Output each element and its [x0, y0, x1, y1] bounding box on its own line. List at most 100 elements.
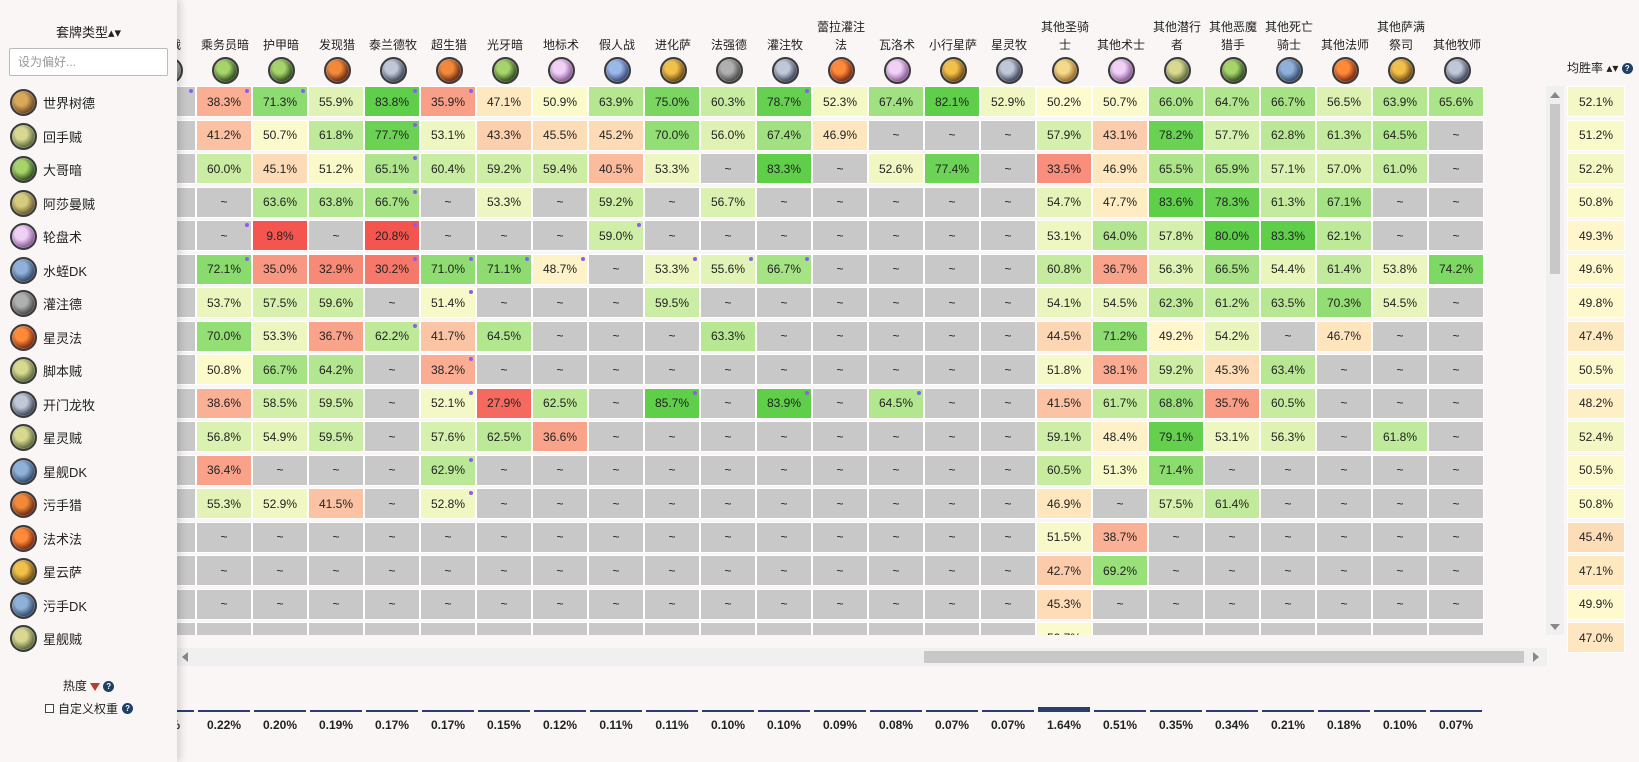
matchup-cell[interactable]: 50.2% [1036, 86, 1092, 117]
matchup-cell[interactable]: 52.8% [420, 488, 476, 519]
matchup-cell[interactable]: ~ [1148, 622, 1204, 635]
matchup-cell[interactable]: 56.0% [700, 119, 756, 151]
matchup-cell[interactable]: ~ [588, 253, 644, 285]
matchup-cell[interactable]: ~ [756, 421, 812, 452]
matchup-cell[interactable]: ~ [476, 588, 532, 620]
column-header[interactable]: 小行星萨 [924, 20, 982, 84]
matchup-cell[interactable]: 35.7% [1204, 387, 1260, 419]
column-header-label[interactable]: 其他圣骑士 [1040, 20, 1089, 52]
matchup-cell[interactable]: 62.8% [1260, 119, 1316, 151]
matchup-cell[interactable]: ~ [1372, 622, 1428, 635]
column-header-label[interactable]: 星灵牧 [990, 38, 1027, 52]
matchup-cell[interactable]: 57.8% [1148, 220, 1204, 251]
column-header-label[interactable]: 地标术 [542, 38, 579, 52]
matchup-cell[interactable]: ~ [924, 186, 980, 218]
column-header[interactable]: 灌注牧 [756, 20, 814, 84]
matchup-cell[interactable]: ~ [756, 588, 812, 620]
column-header[interactable]: 超生猎 [420, 20, 478, 84]
matchup-cell[interactable]: 51.5% [1036, 521, 1092, 553]
matchup-cell[interactable]: 57.0% [1316, 153, 1372, 184]
matchup-cell[interactable]: 52.9% [980, 86, 1036, 117]
matchup-cell[interactable]: ~ [980, 220, 1036, 251]
matchup-cell[interactable]: 38.1% [1092, 354, 1148, 385]
matchup-cell[interactable]: 53.1% [1036, 220, 1092, 251]
matchup-cell[interactable]: 33.5% [1036, 153, 1092, 184]
matchup-cell[interactable]: ~ [868, 521, 924, 553]
matchup-cell[interactable]: ~ [756, 220, 812, 251]
matchup-cell[interactable]: ~ [1428, 387, 1484, 419]
matchup-cell[interactable]: ~ [1260, 320, 1316, 352]
help-icon[interactable]: ? [1621, 63, 1633, 75]
matchup-cell[interactable]: ~ [1092, 588, 1148, 620]
matchup-cell[interactable]: 63.4% [1260, 354, 1316, 385]
custom-weight-checkbox[interactable] [45, 704, 54, 713]
matchup-cell[interactable]: ~ [252, 555, 308, 586]
matchup-cell[interactable]: ~ [924, 253, 980, 285]
matchup-cell[interactable]: ~ [1372, 320, 1428, 352]
matchup-cell[interactable]: ~ [644, 488, 700, 519]
matchup-cell[interactable]: ~ [924, 287, 980, 318]
column-header[interactable]: 光牙暗 [476, 20, 534, 84]
matchup-cell[interactable]: 62.3% [1148, 287, 1204, 318]
matchup-cell[interactable]: ~ [700, 622, 756, 635]
column-header-label[interactable]: 其他死亡骑士 [1264, 20, 1313, 52]
matchup-cell[interactable]: 64.7% [1204, 86, 1260, 117]
matchup-cell[interactable]: ~ [1428, 521, 1484, 553]
deck-row[interactable]: 星舰DK [10, 457, 170, 486]
column-header-label[interactable]: 其他术士 [1096, 38, 1145, 52]
column-header-label[interactable]: 小行星萨 [928, 38, 977, 52]
matchup-cell[interactable]: ~ [980, 521, 1036, 553]
column-header[interactable]: 蕾拉灌注法 [812, 20, 870, 84]
column-header[interactable]: 其他牧师 [1428, 20, 1486, 84]
matchup-cell[interactable]: ~ [980, 287, 1036, 318]
deck-row[interactable]: 世界树德 [10, 88, 170, 117]
deck-name[interactable]: 大哥暗 [43, 163, 83, 178]
matchup-cell[interactable]: ~ [700, 153, 756, 184]
matchup-cell[interactable]: ~ [1092, 488, 1148, 519]
matchup-cell[interactable]: ~ [1428, 220, 1484, 251]
matchup-cell[interactable]: ~ [476, 622, 532, 635]
matchup-cell[interactable]: 85.7% [644, 387, 700, 419]
scroll-right-arrow-icon[interactable] [1533, 652, 1539, 662]
matchup-cell[interactable]: ~ [980, 354, 1036, 385]
matchup-cell[interactable]: ~ [420, 555, 476, 586]
matchup-cell[interactable]: 68.8% [1148, 387, 1204, 419]
matchup-cell[interactable]: ~ [364, 588, 420, 620]
matchup-cell[interactable]: ~ [1148, 588, 1204, 620]
matchup-cell[interactable]: ~ [1372, 488, 1428, 519]
matchup-cell[interactable]: 70.0% [196, 320, 252, 352]
matchup-cell[interactable]: ~ [588, 588, 644, 620]
matchup-cell[interactable]: 50.7% [1092, 86, 1148, 117]
matchup-cell[interactable]: 40.5% [588, 153, 644, 184]
matchup-cell[interactable]: ~ [868, 555, 924, 586]
matchup-cell[interactable]: ~ [532, 555, 588, 586]
column-header-label[interactable]: 灌注牧 [766, 38, 803, 52]
matchup-cell[interactable]: ~ [1428, 287, 1484, 318]
matchup-cell[interactable]: ~ [588, 320, 644, 352]
matchup-cell[interactable]: 62.9% [420, 454, 476, 486]
matchup-cell[interactable]: ~ [1428, 488, 1484, 519]
matchup-cell[interactable]: ~ [308, 555, 364, 586]
matchup-cell[interactable]: ~ [812, 253, 868, 285]
matchup-cell[interactable]: 56.8% [196, 421, 252, 452]
deck-row[interactable]: 法术法 [10, 524, 170, 553]
matchup-cell[interactable]: ~ [1260, 454, 1316, 486]
matchup-cell[interactable]: 56.5% [1316, 86, 1372, 117]
matchup-cell[interactable]: 41.5% [1036, 387, 1092, 419]
matchup-cell[interactable]: 61.7% [1092, 387, 1148, 419]
matchup-cell[interactable]: 50.7% [252, 119, 308, 151]
matchup-cell[interactable]: 47.1% [476, 86, 532, 117]
matchup-cell[interactable]: 43.1% [1092, 119, 1148, 151]
matchup-cell[interactable]: ~ [532, 488, 588, 519]
matchup-cell[interactable]: 71.1% [476, 253, 532, 285]
matchup-cell[interactable]: ~ [1428, 588, 1484, 620]
matchup-cell[interactable]: ~ [700, 421, 756, 452]
deck-name[interactable]: 星云萨 [43, 565, 83, 580]
matchup-cell[interactable]: ~ [924, 521, 980, 553]
matchup-cell[interactable]: ~ [1260, 622, 1316, 635]
column-header[interactable]: 其他萨满祭司 [1372, 20, 1430, 84]
matchup-cell[interactable]: ~ [868, 622, 924, 635]
matchup-cell[interactable]: ~ [868, 320, 924, 352]
matchup-cell[interactable]: ~ [980, 421, 1036, 452]
column-header-label[interactable]: 假人战 [598, 38, 635, 52]
